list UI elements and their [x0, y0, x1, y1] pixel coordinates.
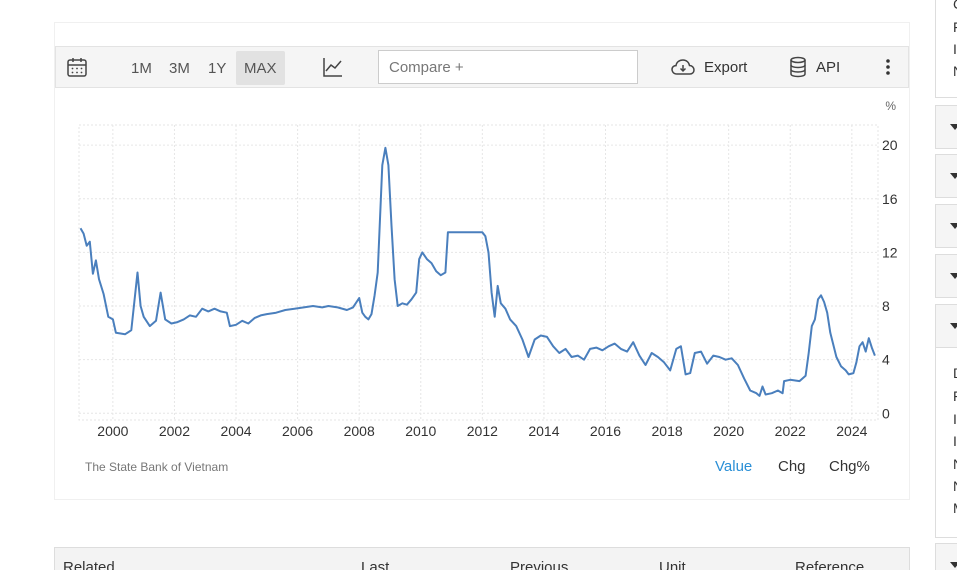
side-accordion[interactable] — [935, 154, 957, 198]
side-text: N — [953, 456, 957, 472]
api-button[interactable]: API — [788, 47, 840, 87]
x-tick-label: 2018 — [652, 423, 683, 439]
x-tick-label: 2010 — [405, 423, 436, 439]
range-1y-button[interactable]: 1Y — [208, 59, 227, 77]
mode-chg-pct-button[interactable]: Chg% — [829, 458, 870, 475]
database-icon — [790, 56, 806, 78]
caret-down-icon — [950, 562, 957, 568]
mode-value-button[interactable]: Value — [715, 458, 753, 475]
caret-down-icon — [950, 173, 957, 179]
chart-ticks: 2000 2002 2004 2006 2008 2010 2012 2014 2016 2018… — [97, 137, 897, 439]
side-accordion[interactable] — [935, 105, 957, 149]
caret-down-icon — [950, 124, 957, 130]
col-reference[interactable]: Reference — [795, 559, 865, 570]
x-tick-label: 2012 — [467, 423, 498, 439]
source-label: The State Bank of Vietnam — [85, 460, 229, 474]
side-accordion[interactable] — [935, 204, 957, 248]
x-tick-label: 2014 — [528, 423, 559, 439]
calendar-icon[interactable] — [66, 47, 88, 87]
side-text: I — [953, 433, 957, 449]
plot-area — [78, 124, 879, 421]
x-tick-label: 2004 — [220, 423, 251, 439]
range-max-button[interactable]: MAX — [236, 51, 285, 85]
side-accordion[interactable] — [935, 304, 957, 348]
side-text: D — [953, 365, 957, 381]
y-tick-label: 16 — [882, 191, 898, 207]
caret-down-icon — [950, 273, 957, 279]
compare-input[interactable] — [378, 50, 638, 84]
chart-series — [79, 146, 876, 397]
x-tick-label: 2006 — [282, 423, 313, 439]
api-label: API — [816, 58, 841, 76]
y-tick-label: 0 — [882, 405, 890, 421]
side-text: I — [953, 411, 957, 427]
y-tick-label: 12 — [882, 244, 898, 260]
y-tick-label: 20 — [882, 137, 898, 153]
line-chart-icon[interactable] — [322, 47, 344, 87]
side-text: F — [953, 388, 957, 404]
x-tick-label: 2020 — [713, 423, 744, 439]
export-button[interactable]: Export — [670, 47, 747, 87]
side-text: F — [953, 19, 957, 35]
x-tick-label: 2008 — [344, 423, 375, 439]
side-text: I — [953, 41, 957, 57]
x-tick-label: 2002 — [159, 423, 190, 439]
range-1m-button[interactable]: 1M — [131, 59, 152, 77]
x-tick-label: 2022 — [775, 423, 806, 439]
chart-grid — [78, 124, 879, 421]
range-3m-button[interactable]: 3M — [169, 59, 190, 77]
cloud-download-icon — [671, 59, 695, 75]
x-tick-label: 2000 — [97, 423, 128, 439]
more-options-icon[interactable] — [881, 47, 895, 87]
mode-chg-button[interactable]: Chg — [778, 458, 806, 475]
side-accordion[interactable] — [935, 543, 957, 570]
col-last[interactable]: Last — [361, 559, 390, 570]
side-text: M — [953, 500, 957, 516]
col-unit[interactable]: Unit — [659, 559, 686, 570]
side-panel-bottom — [935, 348, 957, 538]
related-table-header: Related Last Previous Unit Reference — [54, 547, 910, 570]
col-previous[interactable]: Previous — [510, 559, 569, 570]
export-label: Export — [704, 58, 748, 76]
side-accordion[interactable] — [935, 254, 957, 298]
y-tick-label: 4 — [882, 352, 890, 368]
caret-down-icon — [950, 223, 957, 229]
side-panel-top — [935, 0, 957, 98]
y-axis-unit: % — [885, 99, 896, 113]
chart-card — [54, 22, 910, 500]
side-text: C — [953, 0, 957, 12]
col-related[interactable]: Related — [63, 559, 115, 570]
side-text: N — [953, 63, 957, 79]
series-line — [79, 146, 876, 397]
x-tick-label: 2016 — [590, 423, 621, 439]
y-tick-label: 8 — [882, 298, 890, 314]
chart-toolbar: 1M 3M 1Y MAX Export API — [55, 46, 909, 88]
caret-down-icon — [950, 323, 957, 329]
x-tick-label: 2024 — [836, 423, 867, 439]
side-text: N — [953, 478, 957, 494]
